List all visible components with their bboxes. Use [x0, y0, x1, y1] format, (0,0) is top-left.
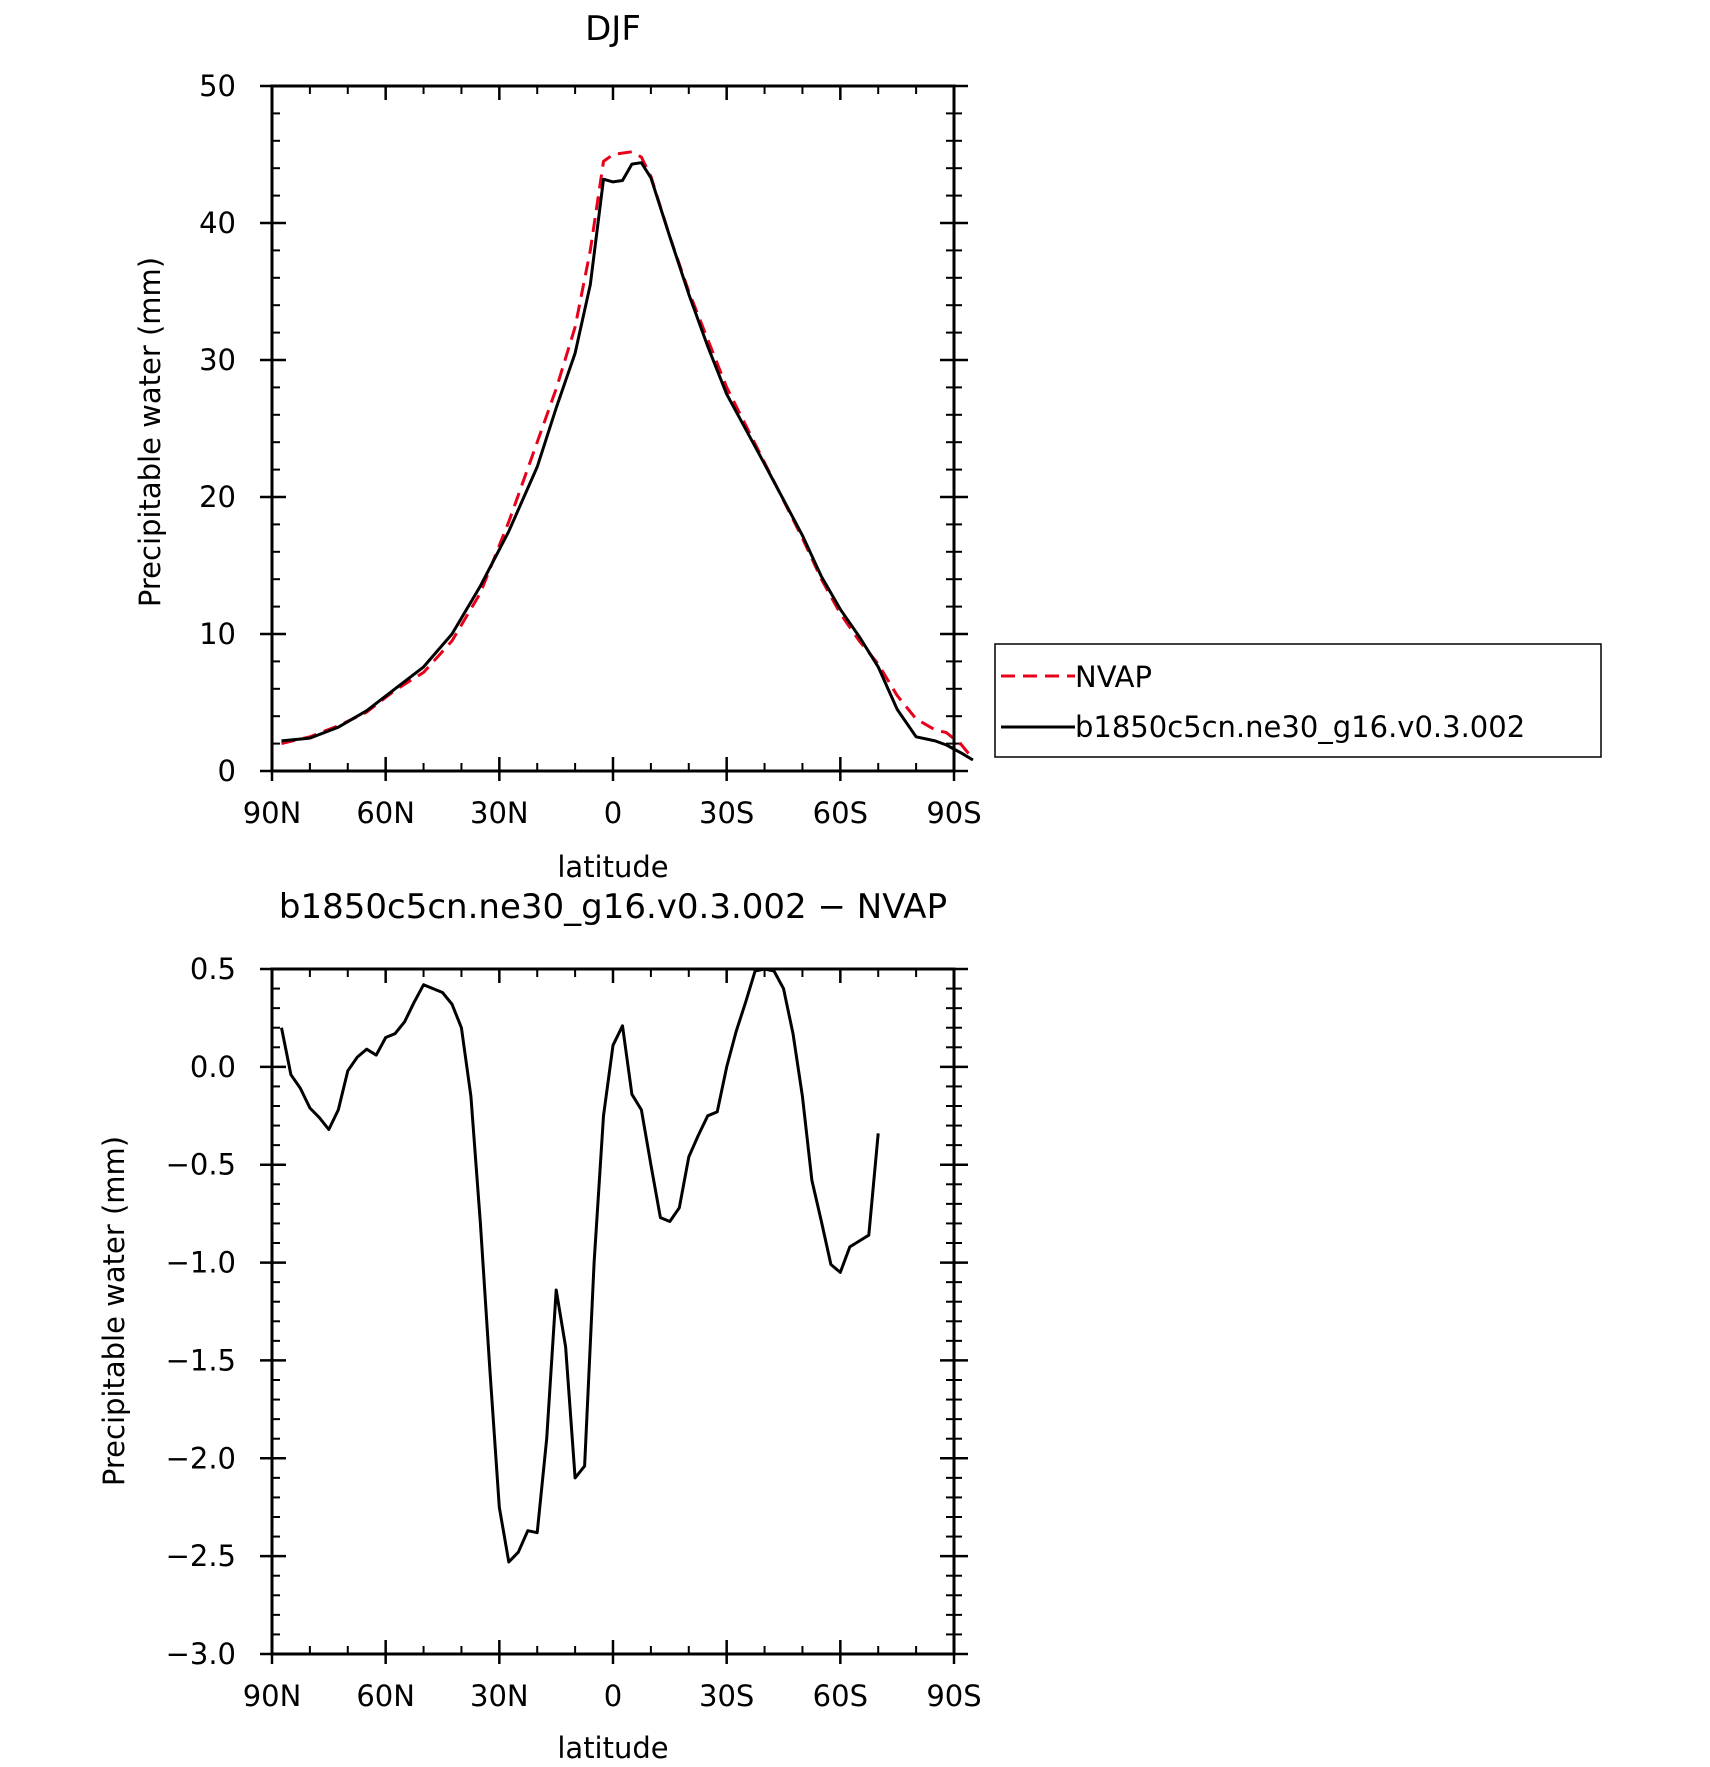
y-tick-label: 0.5 — [190, 952, 236, 986]
series-line-nvap — [281, 150, 975, 760]
legend-label-model: b1850c5cn.ne30_g16.v0.3.002 — [1075, 710, 1525, 744]
x-tick-label: 30N — [470, 1679, 529, 1713]
top-chart-ylabel-wrap: Precipitable water (mm) — [133, 257, 167, 607]
bottom-chart-panel: b1850c5cn.ne30_g16.v0.3.002 − NVAP Preci… — [97, 887, 982, 1765]
y-tick-label: 20 — [199, 480, 236, 514]
legend: NVAP b1850c5cn.ne30_g16.v0.3.002 — [994, 643, 1602, 758]
top-chart-plot-frame — [270, 84, 956, 773]
bottom-chart-title: b1850c5cn.ne30_g16.v0.3.002 − NVAP — [279, 887, 947, 927]
bottom-chart-ylabel: Precipitable water (mm) — [97, 1136, 131, 1486]
y-tick-label: −1.5 — [166, 1343, 236, 1377]
x-tick-label: 60N — [356, 1679, 415, 1713]
x-tick-label: 90N — [243, 796, 302, 830]
y-tick-label: −2.0 — [166, 1441, 236, 1475]
x-tick-label: 0 — [604, 796, 622, 830]
y-tick-label: 10 — [199, 617, 236, 651]
bottom-chart-series-layer — [280, 967, 880, 1564]
series-line-b1850c5cn-ne30-g16-v0-3-002 — [281, 161, 974, 762]
y-tick-label: 0.0 — [190, 1050, 236, 1084]
y-tick-label: −0.5 — [166, 1148, 236, 1182]
y-tick-label: 50 — [199, 69, 236, 103]
series-line-difference — [280, 967, 880, 1564]
y-tick-label: 40 — [199, 206, 236, 240]
top-chart-ticks: 90N 60N 30N 0 30S 60S 90S 0 10 20 30 40 50 — [199, 69, 982, 830]
bottom-chart-xlabel: latitude — [557, 1731, 668, 1765]
x-tick-label: 60N — [356, 796, 415, 830]
legend-box — [994, 643, 1602, 758]
y-tick-label: −3.0 — [166, 1637, 236, 1671]
legend-label-nvap: NVAP — [1075, 660, 1152, 694]
bottom-chart-plot-frame — [270, 967, 956, 1656]
top-chart-xlabel: latitude — [557, 850, 668, 884]
top-chart-ylabel: Precipitable water (mm) — [133, 257, 167, 607]
x-tick-label: 90N — [243, 1679, 302, 1713]
top-chart-title: DJF — [585, 9, 641, 49]
x-tick-label: 30S — [699, 796, 754, 830]
y-tick-label: −1.0 — [166, 1246, 236, 1280]
bottom-chart-ylabel-wrap: Precipitable water (mm) — [97, 1136, 131, 1486]
y-tick-label: −2.5 — [166, 1539, 236, 1573]
top-chart-series-layer — [281, 150, 975, 762]
x-tick-label: 0 — [604, 1679, 622, 1713]
x-tick-label: 30S — [699, 1679, 754, 1713]
x-tick-label: 90S — [926, 1679, 981, 1713]
top-chart-panel: DJF Precipitable water (mm) latitude 90N… — [133, 9, 1602, 884]
x-tick-label: 60S — [813, 1679, 868, 1713]
y-tick-label: 30 — [199, 343, 236, 377]
y-tick-label: 0 — [218, 754, 236, 788]
x-tick-label: 90S — [926, 796, 981, 830]
x-tick-label: 30N — [470, 796, 529, 830]
x-tick-label: 60S — [813, 796, 868, 830]
